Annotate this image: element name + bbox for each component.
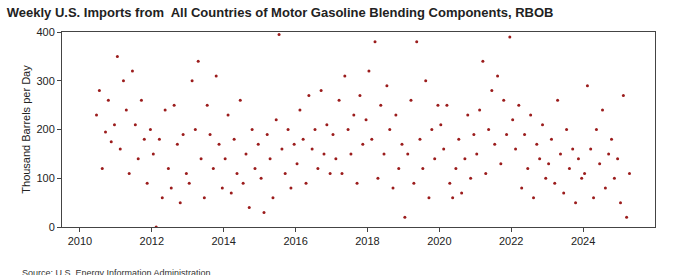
svg-text:2016: 2016	[283, 235, 307, 247]
svg-text:2018: 2018	[355, 235, 379, 247]
svg-text:300: 300	[36, 75, 54, 87]
svg-text:Weekly U.S. Imports from All: Weekly U.S. Imports from All Countries o…	[7, 5, 554, 20]
svg-text:2010: 2010	[68, 235, 92, 247]
svg-text:2020: 2020	[427, 235, 451, 247]
svg-text:0: 0	[49, 221, 55, 233]
svg-text:2014: 2014	[211, 235, 235, 247]
svg-text:2022: 2022	[499, 235, 523, 247]
svg-text:100: 100	[36, 172, 54, 184]
svg-text:400: 400	[36, 26, 54, 38]
svg-text:2012: 2012	[140, 235, 164, 247]
svg-text:2024: 2024	[571, 235, 595, 247]
svg-text:Source: U.S. Energy Informatio: Source: U.S. Energy Information Administ…	[22, 268, 211, 275]
svg-text:Thousand Barrels per Day: Thousand Barrels per Day	[20, 65, 32, 194]
svg-text:200: 200	[36, 123, 54, 135]
